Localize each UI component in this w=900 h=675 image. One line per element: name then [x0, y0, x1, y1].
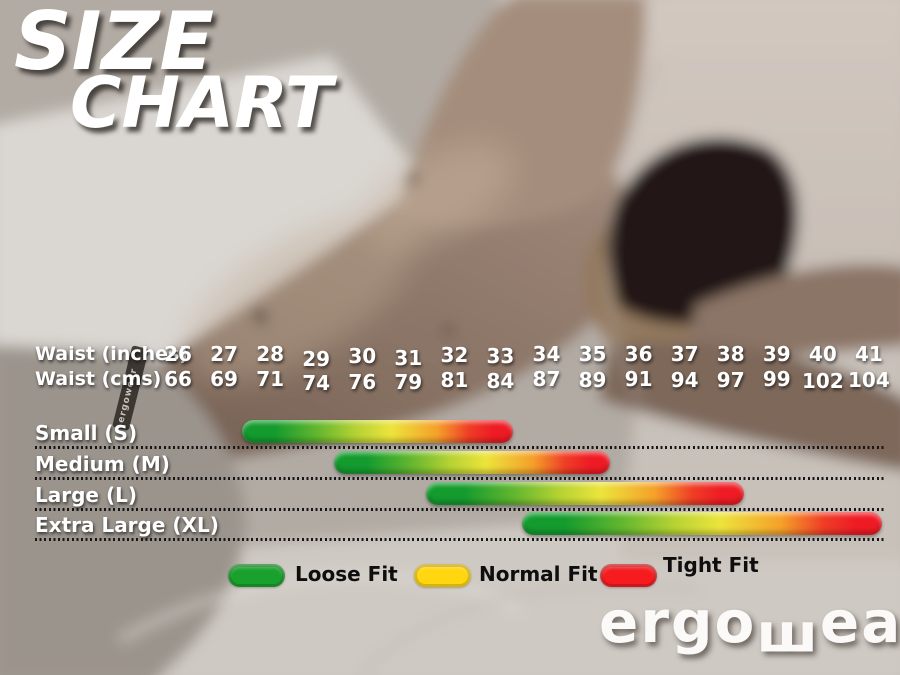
legend-label: Normal Fit — [479, 562, 598, 586]
waist-cms-value: 99 — [762, 367, 791, 391]
waist-inches-value: 32 — [440, 343, 469, 367]
man-hair — [605, 137, 798, 325]
waist-inches-value: 26 — [164, 342, 192, 366]
waist-inches-value: 28 — [256, 342, 285, 366]
size-range-bar — [333, 451, 610, 474]
dotted-separator — [35, 538, 885, 541]
dotted-separator — [35, 477, 885, 480]
waist-inches-value: 33 — [486, 344, 515, 368]
waist-cms-value: 79 — [394, 370, 423, 394]
legend-label: Tight Fit — [663, 553, 759, 577]
waist-cms-value: 97 — [716, 368, 745, 392]
waist-cms-value: 71 — [256, 367, 285, 391]
title-line-size: SIZE — [14, 0, 215, 88]
waist-inches-value: 37 — [670, 342, 699, 366]
waist-inches-value: 41 — [854, 342, 883, 366]
legend-pill-normal-fit — [414, 564, 471, 587]
waist-cms-value: 69 — [210, 367, 238, 391]
size-range-bar — [241, 420, 514, 443]
size-label: Small (S) — [35, 421, 138, 445]
navel — [254, 308, 266, 324]
page-title: SIZE CHART — [14, 0, 333, 144]
waist-inches-value: 40 — [808, 342, 837, 366]
title-line-chart: CHART — [70, 62, 333, 144]
waist-inches-value: 38 — [716, 342, 745, 366]
sheet-crease — [118, 572, 522, 643]
size-range-bar — [425, 482, 744, 505]
waist-cms-value: 104 — [848, 368, 890, 392]
waist-cms-value: 91 — [624, 367, 653, 391]
size-label: Medium (M) — [35, 452, 170, 476]
size-label: Large (L) — [35, 483, 137, 507]
waist-inches-value: 34 — [532, 342, 561, 366]
size-label: Extra Large (XL) — [35, 513, 219, 537]
waist-cms-value: 84 — [486, 369, 515, 393]
legend-label: Loose Fit — [295, 562, 398, 586]
logo-text-post: ear — [819, 588, 900, 656]
waist-cms-value: 81 — [440, 368, 469, 392]
waist-inches-value: 35 — [578, 342, 607, 366]
torso-highlight — [185, 216, 415, 384]
waist-cms-value: 94 — [670, 368, 699, 392]
nipple — [406, 172, 418, 184]
waist-cms-value: 89 — [578, 368, 607, 392]
waist-inches-value: 29 — [302, 347, 331, 371]
brand-logo: ergoшear® — [599, 588, 900, 664]
axis-label-inches: Waist (inches) — [35, 343, 189, 365]
waist-cms-value: 66 — [164, 367, 192, 391]
size-range-bar — [522, 512, 882, 535]
logo-text-pre: ergo — [599, 588, 757, 656]
waist-inches-value: 31 — [394, 346, 423, 370]
size-row-4: Extra Large (XL) — [0, 512, 900, 541]
logo-w-glyph: ш — [756, 601, 820, 665]
chest-highlight — [366, 143, 514, 247]
dotted-separator — [35, 446, 885, 449]
waist-cms-value: 102 — [801, 369, 844, 393]
size-row-1: Small (S) — [0, 420, 900, 449]
sheet-crease — [605, 58, 663, 402]
nipple — [443, 325, 453, 335]
man-forearm-lower — [600, 341, 900, 471]
legend-pill-loose-fit — [228, 564, 285, 587]
waist-inches-value: 27 — [210, 342, 238, 366]
axis-label-cms: Waist (cms) — [35, 368, 162, 390]
size-row-3: Large (L) — [0, 482, 900, 511]
waist-inches-value: 36 — [624, 342, 653, 366]
legend-pill-tight-fit — [600, 564, 657, 587]
waist-cms-value: 87 — [532, 367, 561, 391]
waist-inches-value: 39 — [762, 342, 791, 366]
size-row-2: Medium (M) — [0, 451, 900, 480]
waist-cms-value: 74 — [302, 371, 331, 395]
dotted-separator — [35, 508, 885, 511]
man-forearm-upper — [688, 264, 900, 357]
waist-cms-value: 76 — [348, 370, 377, 394]
waist-inches-value: 30 — [348, 344, 377, 368]
